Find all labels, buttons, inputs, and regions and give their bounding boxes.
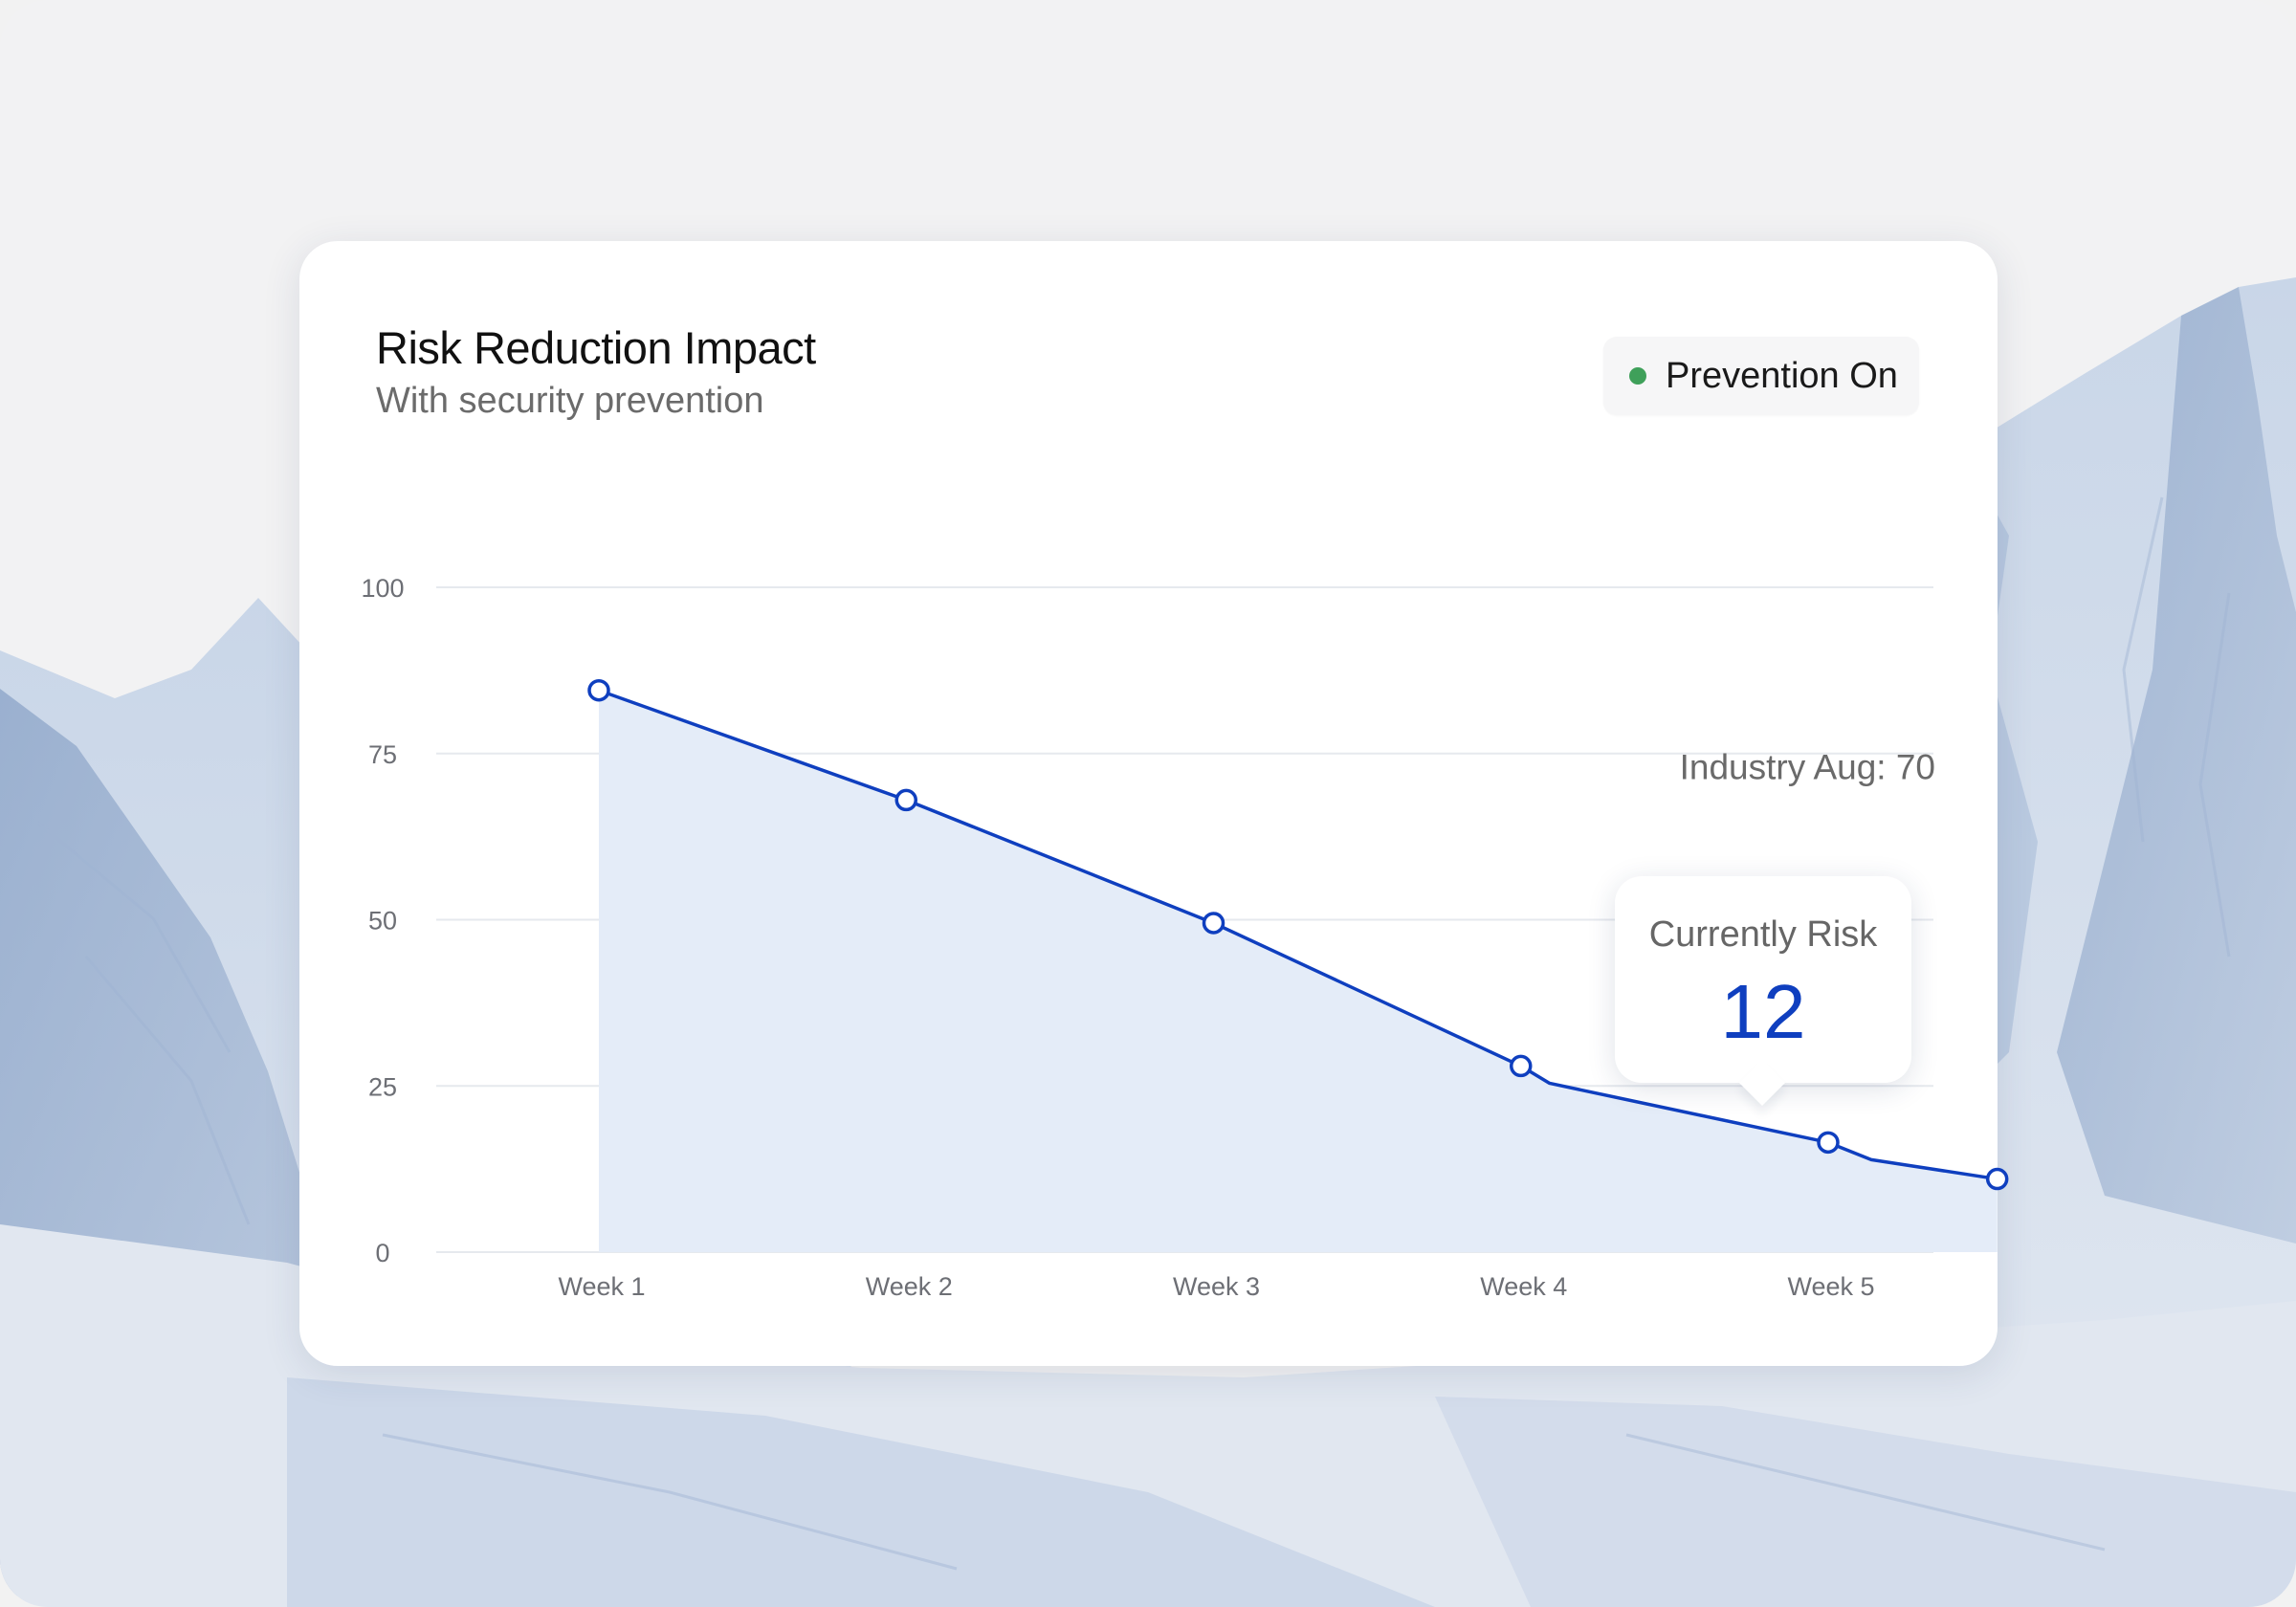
risk-chart-card: Risk Reduction Impact With security prev…	[299, 241, 2009, 1366]
y-tick-label: 100	[361, 574, 404, 603]
industry-average-label: Industry Aug: 70	[1680, 748, 1935, 787]
risk-line-series	[598, 689, 1998, 1181]
data-point[interactable]	[587, 678, 610, 702]
data-point[interactable]	[1985, 1167, 2009, 1191]
y-tick-label: 0	[375, 1239, 389, 1267]
prevention-status-label: Prevention On	[1666, 355, 1898, 396]
x-tick-label: Week 3	[1173, 1272, 1260, 1301]
data-points	[587, 678, 2009, 1191]
current-risk-tooltip: Currently Risk 12	[1615, 876, 1911, 1083]
x-axis-ticks: Week 1 Week 2 Week 3 Week 4 Week 5	[558, 1272, 1874, 1301]
x-tick-label: Week 2	[866, 1272, 953, 1301]
prevention-status-badge[interactable]: Prevention On	[1603, 337, 1919, 415]
data-point[interactable]	[1202, 912, 1225, 935]
tooltip-value: 12	[1720, 969, 1806, 1054]
y-tick-label: 75	[368, 740, 397, 769]
chart-subtitle: With security prevention	[376, 381, 764, 421]
y-axis-ticks: 0 25 50 75 100	[361, 574, 404, 1267]
x-tick-label: Week 5	[1787, 1272, 1874, 1301]
y-tick-label: 50	[368, 907, 397, 936]
risk-area-fill	[599, 690, 1998, 1252]
tooltip-label: Currently Risk	[1648, 914, 1878, 955]
status-dot-icon	[1629, 367, 1646, 385]
y-tick-label: 25	[368, 1072, 397, 1101]
x-tick-label: Week 1	[558, 1272, 645, 1301]
data-point[interactable]	[1817, 1131, 1840, 1155]
data-point[interactable]	[1510, 1054, 1533, 1078]
data-point[interactable]	[894, 788, 917, 812]
x-tick-label: Week 4	[1480, 1272, 1567, 1301]
chart-title: Risk Reduction Impact	[376, 322, 816, 373]
